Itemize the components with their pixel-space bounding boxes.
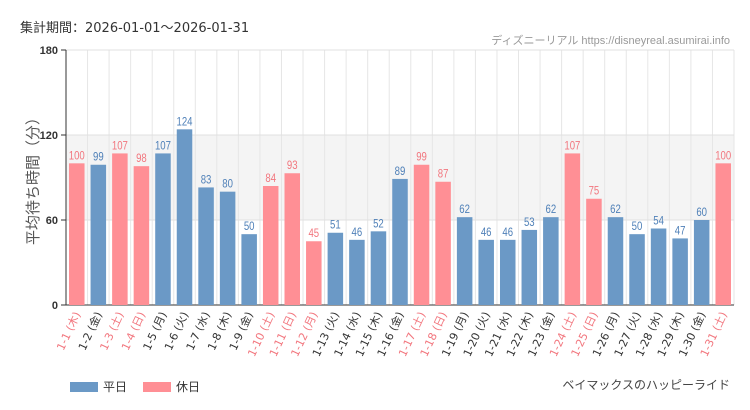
bar: [370, 231, 387, 305]
data-label: 89: [395, 165, 406, 178]
bar: [564, 153, 581, 305]
data-label: 62: [459, 203, 470, 216]
bar: [262, 186, 279, 305]
period-label: 集計期間：2026-01-01〜2026-01-31: [20, 21, 250, 36]
bar: [693, 220, 710, 305]
bar: [650, 228, 667, 305]
bar: [69, 163, 85, 305]
data-label: 51: [330, 219, 341, 232]
legend: 平日 休日: [70, 378, 200, 395]
data-label: 99: [93, 151, 104, 164]
legend-label: 休日: [176, 380, 201, 394]
data-label: 62: [545, 203, 556, 216]
data-label: 107: [112, 139, 128, 152]
bar: [241, 234, 257, 305]
bar: [672, 238, 688, 305]
legend-holiday[interactable]: 休日: [143, 378, 200, 395]
bar: [219, 191, 236, 305]
y-tick-label: 60: [46, 215, 58, 227]
attraction-name: ベイマックスのハッピーライド: [562, 378, 730, 392]
data-label: 93: [287, 159, 298, 172]
bar: [456, 217, 473, 305]
bar: [327, 232, 344, 305]
data-label: 46: [481, 226, 492, 239]
bar: [155, 153, 171, 305]
data-label: 100: [715, 149, 731, 162]
data-label: 99: [416, 151, 427, 164]
legend-label: 平日: [103, 380, 128, 394]
y-tick-label: 120: [40, 130, 58, 142]
data-label: 84: [265, 172, 276, 185]
data-label: 87: [438, 168, 449, 181]
bar: [435, 181, 451, 305]
bar: [413, 164, 430, 305]
data-label: 50: [244, 220, 255, 233]
legend-swatch: [143, 381, 172, 392]
bar: [112, 153, 128, 305]
bar: [176, 129, 193, 305]
data-label: 60: [696, 206, 707, 219]
data-label: 80: [222, 178, 233, 191]
data-label: 47: [675, 224, 686, 237]
legend-swatch: [70, 381, 98, 392]
data-label: 124: [177, 115, 193, 128]
bar: [478, 239, 494, 305]
bar: [607, 217, 624, 305]
bar: [133, 166, 150, 305]
data-label: 98: [136, 152, 147, 165]
data-label: 100: [69, 149, 85, 162]
data-label: 62: [610, 203, 621, 216]
data-label: 75: [589, 185, 600, 198]
data-label: 50: [632, 220, 643, 233]
y-tick-label: 180: [40, 45, 58, 57]
data-label: 83: [201, 173, 212, 186]
data-label: 53: [524, 216, 535, 229]
data-label: 46: [502, 226, 513, 239]
bar: [306, 241, 322, 305]
data-label: 45: [308, 227, 319, 240]
data-label: 107: [155, 139, 171, 152]
bar: [629, 234, 645, 305]
data-label: 54: [653, 215, 664, 228]
bar: [284, 173, 301, 305]
legend-weekday[interactable]: 平日: [70, 378, 127, 395]
data-label: 52: [373, 217, 384, 230]
bar: [586, 198, 602, 305]
bar: [392, 178, 408, 305]
bar: [499, 239, 516, 305]
bar: [349, 239, 365, 305]
site-credit: ディズニーリアル https://disneyreal.asumirai.inf…: [491, 35, 730, 47]
y-axis-label: 平均待ち時間（分）: [24, 110, 42, 245]
bar: [90, 164, 107, 305]
bar: [543, 217, 559, 305]
data-label: 107: [564, 139, 580, 152]
bar: [521, 229, 538, 305]
bar: [715, 163, 731, 305]
data-label: 46: [352, 226, 363, 239]
y-tick-label: 0: [52, 300, 58, 312]
bar: [198, 187, 214, 305]
